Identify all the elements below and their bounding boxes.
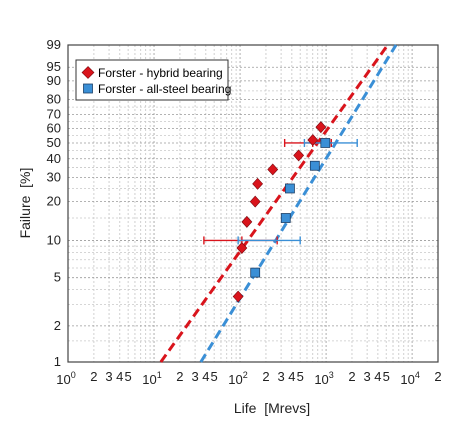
x-minor-tick-label: 5 — [211, 369, 218, 384]
fit-lines — [159, 44, 398, 363]
y-tick-label: 5 — [54, 270, 61, 285]
data-points — [232, 121, 331, 303]
x-minor-tick-label: 2 — [176, 369, 183, 384]
x-minor-tick-label: 2 — [348, 369, 355, 384]
x-minor-tick-label: 2 — [90, 369, 97, 384]
x-minor-tick-label: 5 — [125, 369, 132, 384]
plot-frame — [67, 44, 439, 363]
data-point-all-steel — [309, 160, 320, 171]
data-point-hybrid — [236, 242, 248, 254]
y-tick-label: 99 — [47, 37, 61, 52]
data-point-hybrid — [293, 149, 305, 162]
y-tick-label: 60 — [47, 121, 61, 136]
x-minor-tick-label: 2 — [434, 369, 441, 384]
data-point-hybrid — [249, 195, 261, 208]
x-minor-tick-label: 3 — [105, 369, 112, 384]
x-minor-tick-label: 4 — [374, 369, 381, 384]
y-tick-label: 2 — [54, 318, 61, 333]
legend-marker-hybrid — [81, 66, 95, 79]
x-minor-tick-label: 4 — [116, 369, 123, 384]
y-axis-title: Failure [%] — [17, 168, 33, 239]
x-axis-title: Life [Mrevs] — [234, 400, 310, 416]
legend: Forster - hybrid bearing Forster - all-s… — [75, 59, 231, 101]
x-decade-label: 104 — [400, 370, 419, 387]
y-tick-label: 70 — [47, 106, 61, 121]
y-tick-label: 40 — [47, 151, 61, 166]
data-point-hybrid — [232, 290, 244, 303]
data-point-all-steel — [250, 267, 261, 278]
x-decade-label: 102 — [228, 370, 247, 387]
error-bar-all-steel — [237, 236, 301, 245]
x-decade-label: 100 — [56, 370, 75, 387]
legend-label-all-steel: Forster - all-steel bearing — [98, 82, 231, 96]
data-point-all-steel — [320, 138, 331, 148]
fit-line-all-steel — [199, 44, 398, 363]
legend-marker-all-steel — [83, 83, 93, 94]
x-minor-tick-label: 3 — [364, 369, 371, 384]
x-minor-tick-label: 3 — [277, 369, 284, 384]
data-point-all-steel — [285, 183, 295, 194]
y-tick-label: 20 — [47, 194, 61, 209]
data-point-hybrid — [252, 177, 264, 190]
y-tick-label: 95 — [47, 59, 61, 74]
x-minor-tick-label: 4 — [202, 369, 209, 384]
x-minor-tick-label: 2 — [262, 369, 269, 384]
data-point-all-steel — [280, 213, 291, 223]
legend-box — [75, 59, 229, 101]
x-minor-tick-label: 5 — [297, 369, 304, 384]
legend-label-hybrid: Forster - hybrid bearing — [98, 66, 223, 80]
y-tick-label: 1 — [54, 354, 61, 369]
data-point-hybrid — [241, 215, 253, 228]
data-point-hybrid — [267, 163, 279, 176]
y-tick-label: 90 — [47, 73, 61, 88]
y-tick-label: 80 — [47, 91, 61, 106]
x-minor-tick-label: 5 — [383, 369, 390, 384]
y-tick-label: 50 — [47, 135, 61, 150]
x-decade-label: 103 — [314, 370, 333, 387]
x-minor-tick-label: 3 — [191, 369, 198, 384]
y-tick-label: 30 — [47, 169, 61, 184]
fit-line-hybrid — [159, 44, 389, 363]
y-tick-label: 10 — [47, 232, 61, 247]
x-minor-tick-label: 4 — [288, 369, 295, 384]
data-point-hybrid — [315, 121, 327, 134]
data-point-hybrid — [307, 134, 319, 146]
x-decade-label: 101 — [142, 370, 161, 387]
